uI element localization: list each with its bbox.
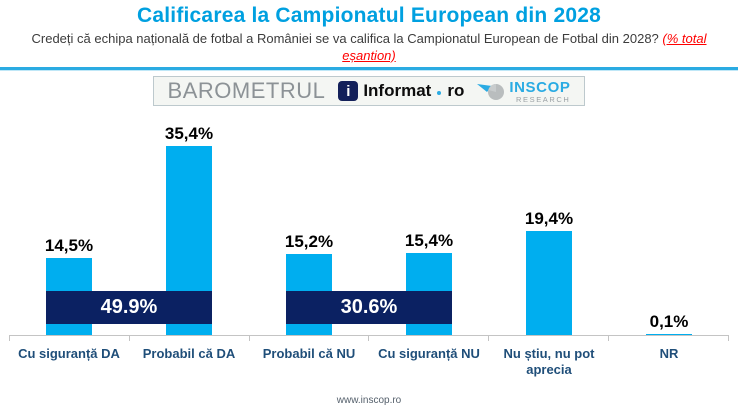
axis-tick (609, 336, 729, 342)
category-label: Nu știu, nu pot aprecia (503, 346, 595, 377)
axis-tick (369, 336, 490, 342)
inscop-logo: INSCOP RESEARCH (477, 80, 570, 104)
bar (526, 231, 572, 336)
bar-value-label: 0,1% (649, 312, 689, 332)
bar-column: 19,4% (489, 209, 609, 336)
inscop-sphere-swoosh-icon (477, 84, 505, 101)
informat-logo: i Informat ro (338, 81, 465, 102)
footer: www.inscop.ro (0, 390, 738, 408)
inscop-name: INSCOP (509, 78, 571, 96)
axis-tick (130, 336, 250, 342)
slide: Calificarea la Campionatul European din … (0, 4, 738, 417)
bar-value-label: 14,5% (44, 236, 94, 256)
informat-name: Informat (363, 81, 432, 101)
aggregate-band: 30.6% (286, 291, 452, 325)
bar-value-label: 15,2% (284, 232, 334, 252)
axis-tick (9, 336, 130, 342)
bar (646, 334, 692, 336)
footer-url-link[interactable]: www.inscop.ro (336, 395, 402, 407)
informat-tld: ro (447, 81, 465, 101)
category-labels: Cu siguranță DA Probabil că DA Probabil că… (9, 341, 729, 377)
barometrul-logo: BAROMETRUL (167, 78, 326, 104)
page-title: Calificarea la Campionatul European din … (137, 4, 601, 27)
inscop-sub: RESEARCH (515, 94, 571, 104)
sample-note-link[interactable]: (% total eșantion) (342, 31, 707, 63)
plot-area: 14,5% 35,4% 15,2% 15,4% 19,4% 0,1% 49.9% 30.6% (9, 108, 729, 336)
category-label: Cu siguranță DA (18, 346, 120, 362)
category-label: Probabil că DA (142, 346, 236, 362)
informat-dot-icon (437, 91, 442, 96)
axis-tick (250, 336, 370, 342)
bar-value-label: 15,4% (404, 231, 454, 251)
axis-tick (489, 336, 610, 342)
bar-chart: 14,5% 35,4% 15,2% 15,4% 19,4% 0,1% 49.9% 30.6% … (0, 108, 738, 377)
category-label: Cu siguranță NU (378, 346, 480, 362)
category-label: Probabil că NU (262, 346, 356, 362)
aggregate-band: 49.9% (46, 291, 212, 325)
bar-value-label: 35,4% (164, 124, 214, 144)
informat-square-icon: i (338, 81, 359, 102)
category-label: NR (659, 346, 679, 362)
bar-column: 0,1% (609, 312, 729, 336)
survey-question: Credeți că echipa națională de fotbal a … (31, 31, 707, 64)
survey-question-text: Credeți că echipa națională de fotbal a … (31, 31, 659, 47)
bar-value-label: 19,4% (524, 209, 574, 229)
x-axis (9, 335, 729, 342)
brand-bar: BAROMETRUL i Informat ro INSCOP RESEARCH (152, 76, 586, 107)
divider (0, 67, 738, 72)
